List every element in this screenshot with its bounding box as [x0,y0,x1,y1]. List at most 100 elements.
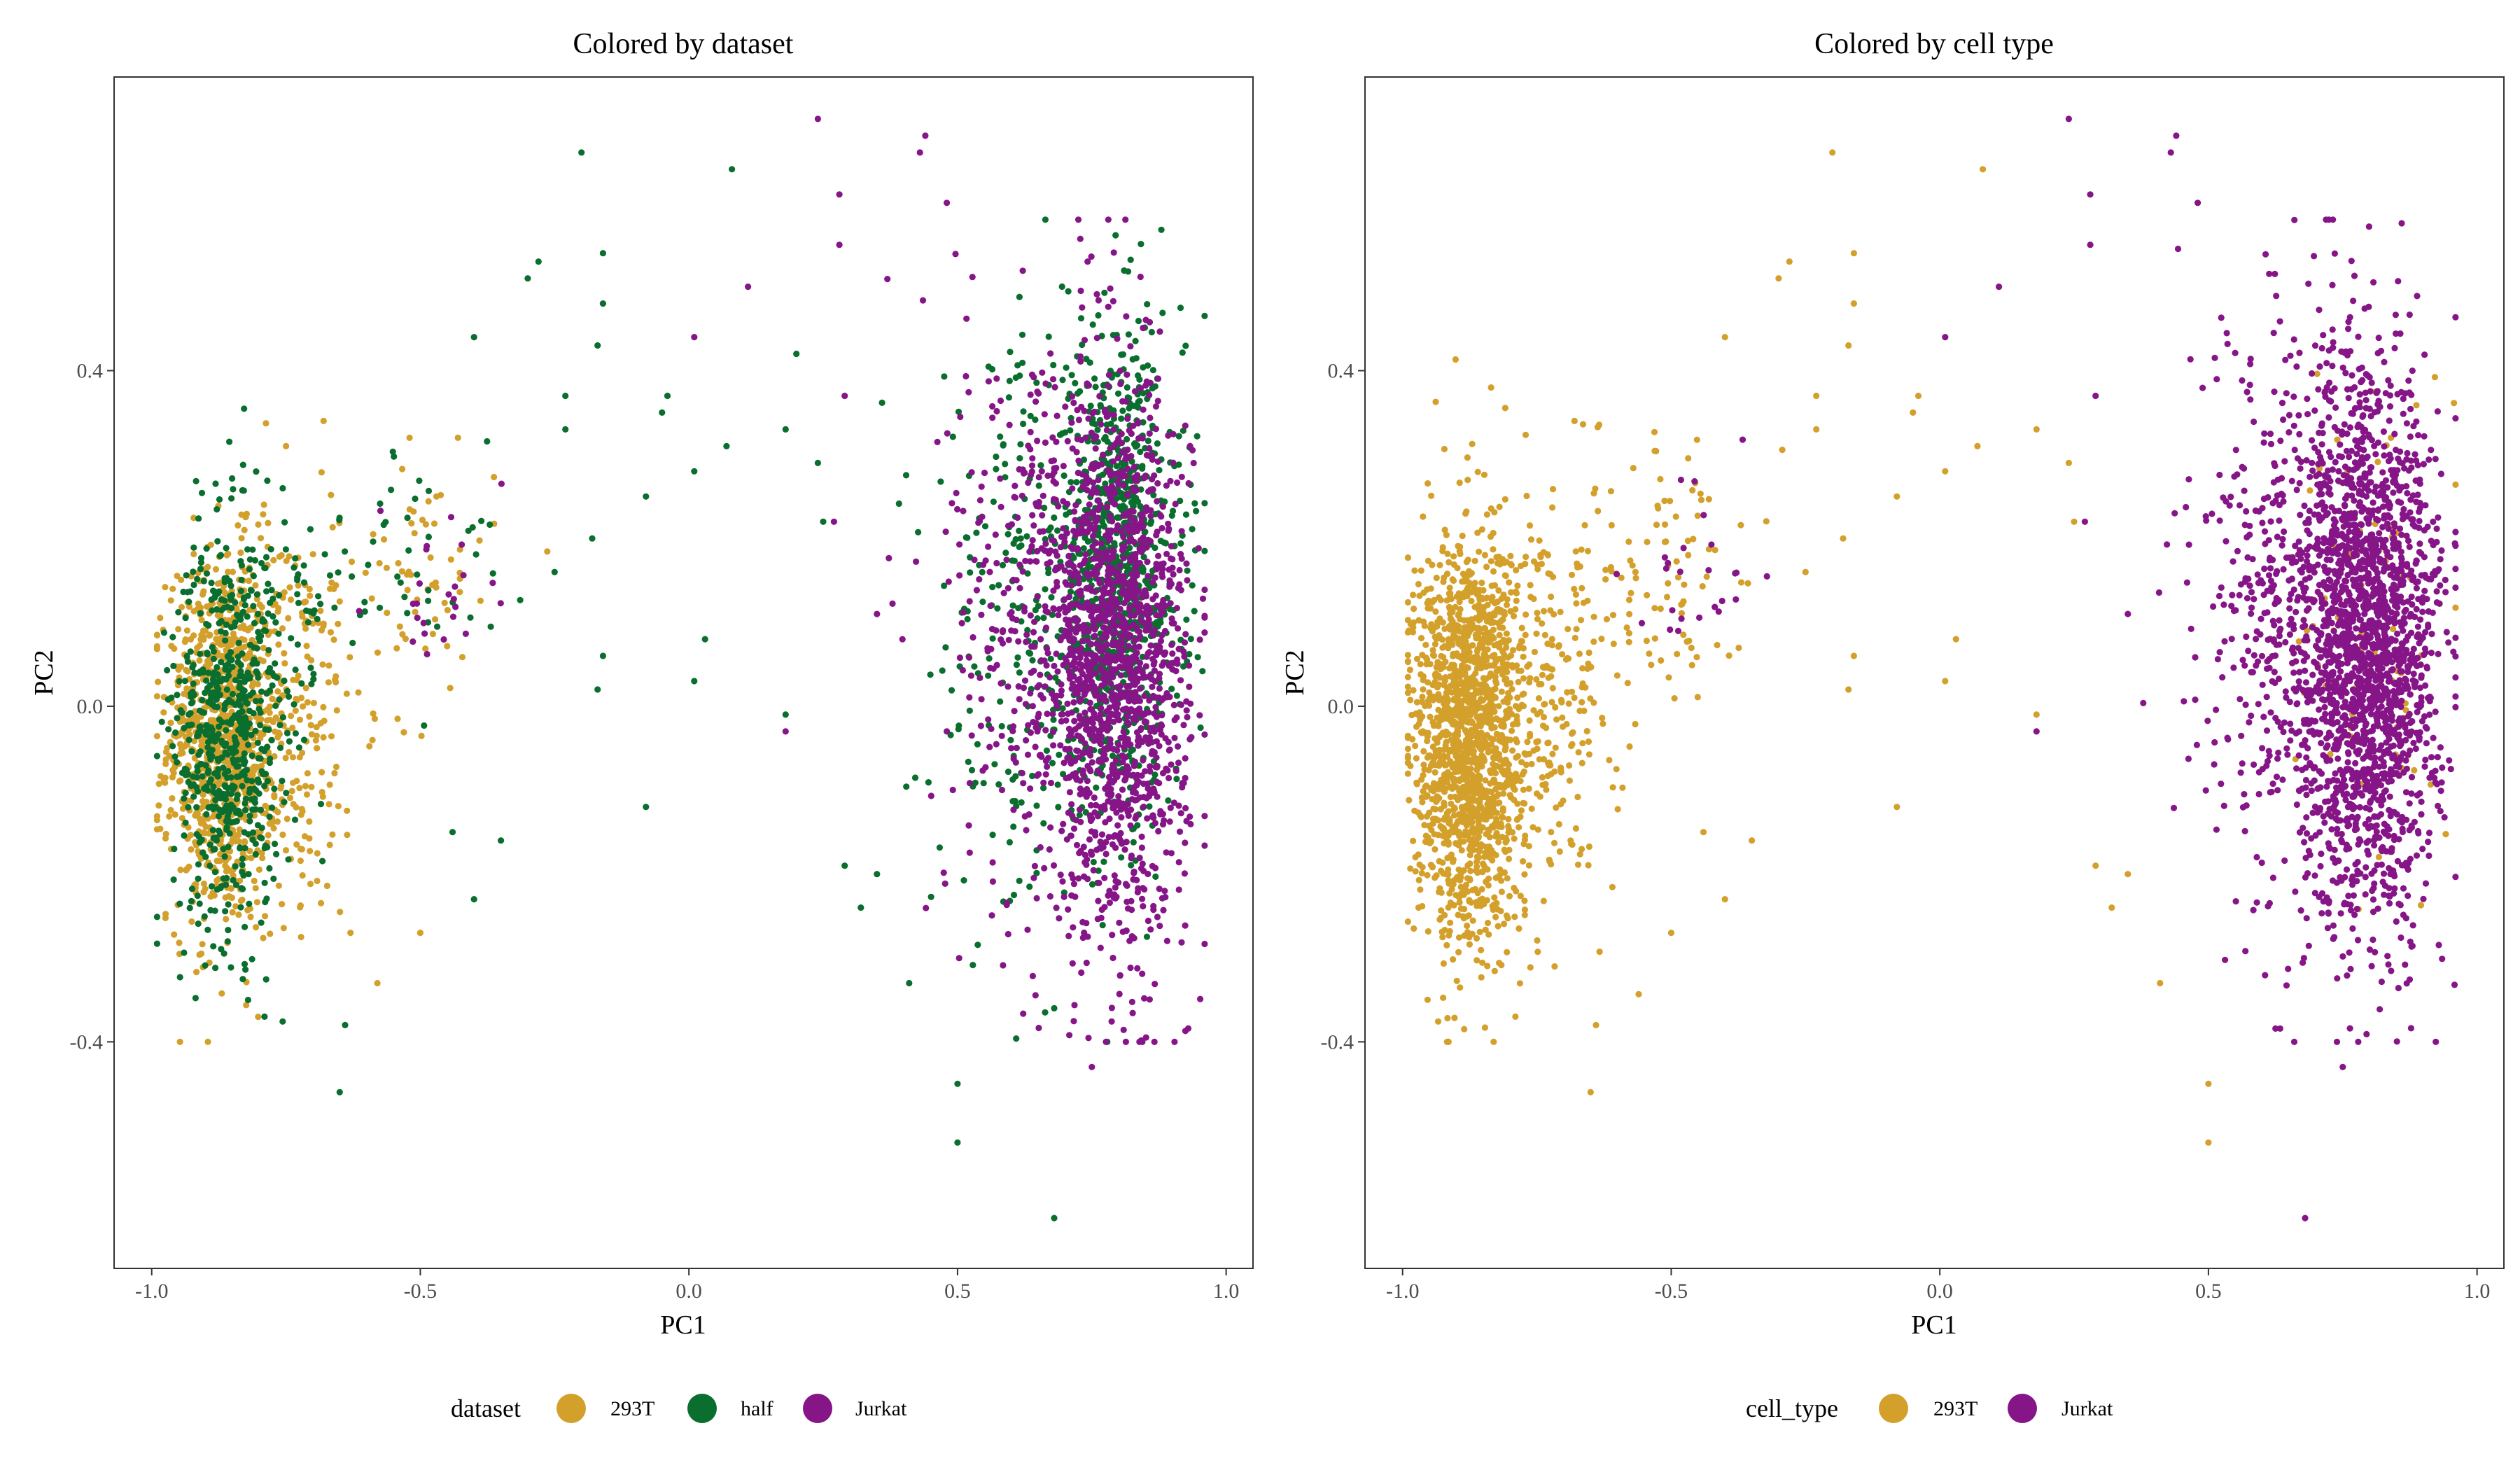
data-point [265,726,272,734]
data-point [1016,584,1023,592]
data-point [1133,774,1140,782]
data-point [1121,804,1128,811]
data-point [343,690,350,697]
data-point [1140,757,1147,764]
data-point [1138,616,1144,624]
data-point [241,405,248,412]
data-point [1190,459,1197,467]
data-point [498,480,505,487]
data-point [203,811,210,818]
data-point [272,702,279,710]
data-point [197,566,204,573]
data-point [1078,662,1085,668]
data-point [245,871,252,878]
data-point [177,663,184,670]
data-point [158,718,165,725]
data-point [1056,915,1063,922]
data-point [1049,434,1056,441]
data-point [963,315,970,322]
data-point [361,598,368,606]
data-point [266,813,273,820]
data-point [323,882,330,890]
data-point [182,615,189,622]
data-point [1010,755,1017,762]
data-point [1020,408,1027,415]
data-point [176,777,183,785]
data-point [969,274,976,281]
data-point [993,465,1000,472]
data-point [190,581,197,589]
data-point [1186,683,1193,690]
data-point [1154,479,1161,487]
data-point [1140,780,1147,788]
data-point [1187,820,1194,827]
data-point [295,744,302,751]
data-point [1178,528,1185,535]
data-point [456,589,463,596]
data-point [276,696,283,704]
data-point [1079,304,1086,311]
data-point [253,596,260,603]
data-point [1026,811,1032,818]
data-point [986,655,993,662]
data-point [517,596,524,603]
data-point [998,786,1006,794]
data-point [1037,692,1044,699]
data-point [241,838,248,845]
data-point [190,514,197,522]
data-point [1080,545,1087,552]
data-point [1041,864,1048,872]
data-point [258,825,265,832]
data-point [1184,567,1191,574]
data-point [187,648,194,655]
data-point [1070,825,1078,832]
data-point [188,846,195,853]
data-point [1077,722,1084,729]
data-point [241,800,248,807]
data-point [1083,959,1090,967]
data-point [1075,875,1082,882]
data-point [270,875,277,882]
data-point [1130,839,1137,846]
data-point [222,796,229,803]
data-point [232,881,240,888]
data-point [204,926,211,933]
data-point [923,904,930,911]
panel-dataset: Colored by dataset -1.0 -0.5 0.0 0.5 1.0 -0.… [29,28,1254,1423]
data-point [193,831,200,838]
data-point [1084,517,1091,524]
data-point [267,930,274,937]
data-point [1169,556,1176,563]
data-point [223,621,230,629]
data-point [258,746,265,752]
data-point [1178,939,1185,946]
data-point [1098,599,1105,606]
data-point [258,834,265,841]
data-point [329,831,336,838]
data-point [643,493,650,500]
data-point [1091,524,1098,531]
data-point [181,795,188,802]
data-point [1081,407,1088,414]
data-point [286,748,293,756]
data-point [1110,298,1116,304]
data-point [1141,475,1148,482]
data-point [279,625,286,632]
data-point [1058,563,1065,570]
data-point [329,524,336,531]
data-point [313,724,320,731]
data-point [178,576,185,584]
data-point [1201,312,1208,319]
data-point [292,666,299,673]
data-point [244,613,251,620]
data-point [1008,609,1015,616]
data-point [1030,667,1037,674]
data-point [1168,512,1175,519]
data-point [1139,860,1146,867]
data-point [1058,533,1065,540]
data-point [279,777,286,785]
data-point [1110,249,1117,256]
data-point [293,695,300,703]
data-point [265,580,272,587]
data-point [745,284,752,290]
